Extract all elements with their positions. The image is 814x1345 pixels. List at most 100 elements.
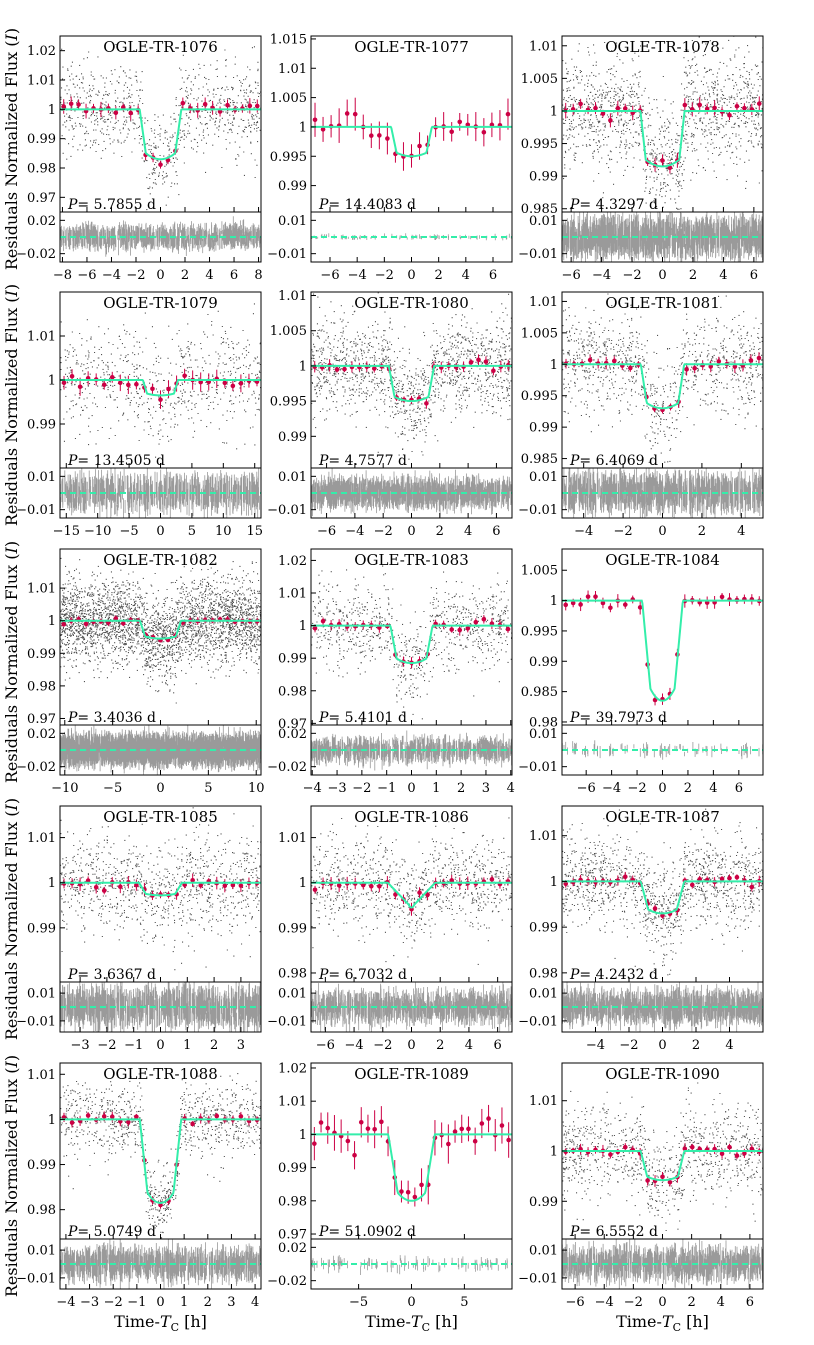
binned-point bbox=[742, 594, 747, 604]
binned-marker bbox=[312, 1141, 317, 1146]
binned-marker bbox=[372, 1126, 377, 1132]
period-value: = 3.6367 d bbox=[77, 967, 156, 983]
binned-point bbox=[128, 105, 134, 121]
residual-plot-area bbox=[562, 212, 763, 262]
x-tick-label: −4 bbox=[602, 781, 621, 796]
residual-error-bars bbox=[60, 1239, 261, 1289]
main-frame bbox=[561, 35, 764, 213]
binned-marker bbox=[399, 1189, 404, 1194]
y-tick-label: 1 bbox=[550, 104, 558, 119]
binned-marker bbox=[424, 401, 429, 406]
main-plot-area bbox=[562, 36, 763, 212]
y-tick-label: 0.985 bbox=[521, 452, 558, 467]
binned-marker bbox=[134, 381, 139, 387]
binned-marker bbox=[587, 357, 593, 363]
x-tick-label: −2 bbox=[126, 268, 145, 283]
binned-point bbox=[158, 390, 163, 409]
binned-point bbox=[318, 1112, 324, 1133]
x-tick-label: 0 bbox=[407, 1038, 415, 1053]
period-symbol: P bbox=[67, 1224, 78, 1240]
residual-error-bars bbox=[311, 468, 512, 517]
binned-point bbox=[446, 1124, 451, 1164]
main-plot-area bbox=[60, 1073, 261, 1239]
x-tick-label: −2 bbox=[375, 268, 394, 283]
binned-marker bbox=[472, 1138, 478, 1144]
x-tick-label: −2 bbox=[104, 1295, 123, 1310]
residual-plot-area bbox=[60, 216, 261, 257]
binned-marker bbox=[468, 359, 474, 365]
binned-point bbox=[472, 1127, 478, 1155]
binned-marker bbox=[479, 1121, 485, 1126]
transit-model-curve bbox=[562, 363, 763, 410]
period-label: P= 13.4505 d bbox=[67, 453, 165, 469]
y-tick-label: 0.99 bbox=[278, 921, 307, 936]
binned-point bbox=[660, 693, 665, 705]
binned-point bbox=[459, 1114, 465, 1143]
binned-marker bbox=[61, 104, 67, 109]
x-tick-label: 0 bbox=[658, 268, 666, 283]
binned-marker bbox=[734, 874, 740, 880]
residual-plot-area bbox=[311, 730, 512, 771]
raw-data-points bbox=[562, 1082, 763, 1232]
binned-marker bbox=[622, 874, 628, 880]
y-tick-label: 0.99 bbox=[27, 1158, 56, 1173]
binned-marker bbox=[405, 1189, 411, 1195]
y-tick-label: 0.99 bbox=[529, 1195, 558, 1210]
y-tick-label: 1 bbox=[550, 594, 558, 609]
residual-plot-area bbox=[311, 982, 512, 1032]
binned-marker bbox=[481, 617, 487, 622]
binned-point bbox=[486, 1104, 491, 1133]
binned-marker bbox=[682, 1146, 688, 1152]
main-plot-area bbox=[562, 808, 763, 976]
binned-marker bbox=[449, 627, 455, 632]
x-tick-label: 6 bbox=[489, 268, 497, 283]
binned-marker bbox=[660, 1174, 665, 1180]
x-tick-label: −5 bbox=[103, 781, 122, 796]
main-plot-area bbox=[311, 1104, 512, 1207]
res-y-tick-label: −0.02 bbox=[16, 760, 56, 775]
x-tick-label: −4 bbox=[344, 1038, 363, 1053]
x-tick-label: 3 bbox=[227, 1295, 235, 1310]
main-plot-area bbox=[311, 292, 512, 460]
binned-marker bbox=[452, 1129, 458, 1134]
main-frame bbox=[561, 805, 764, 983]
main-plot-area bbox=[311, 817, 512, 965]
x-tick-label: −4 bbox=[102, 268, 121, 283]
res-y-tick-label: 0.01 bbox=[529, 214, 558, 229]
binned-point bbox=[505, 98, 511, 130]
x-tick-label: 0 bbox=[156, 1038, 164, 1053]
binned-marker bbox=[85, 1113, 91, 1118]
x-tick-label: −2 bbox=[373, 1038, 392, 1053]
x-tick-label: −5 bbox=[349, 1295, 368, 1310]
binned-marker bbox=[61, 622, 67, 627]
binned-marker bbox=[61, 380, 67, 386]
y-axis-label: Residuals Normalized Flux (I) bbox=[2, 284, 21, 526]
binned-marker bbox=[320, 127, 326, 132]
period-value: = 6.7032 d bbox=[328, 967, 407, 983]
y-tick-label: 0.995 bbox=[521, 389, 558, 404]
binned-marker bbox=[113, 110, 119, 116]
x-tick-label: 4 bbox=[725, 1038, 733, 1053]
transit-model-curve bbox=[60, 1118, 261, 1204]
x-tick-label: 0 bbox=[407, 781, 415, 796]
panel-ogle-tr-1089: 1.02 1.01 1 0.99 0.98 0.970.02 −0.02 −5 0 5 OGLE-T… bbox=[267, 1061, 513, 1334]
binned-point bbox=[449, 874, 455, 886]
x-tick-label: 0 bbox=[407, 524, 415, 539]
period-symbol: P bbox=[569, 710, 580, 726]
res-y-tick-label: −0.01 bbox=[267, 1014, 307, 1029]
binned-marker bbox=[202, 101, 208, 107]
residual-plot-area bbox=[562, 982, 763, 1032]
x-tick-label: −5 bbox=[120, 524, 139, 539]
y-tick-label: 1 bbox=[48, 614, 56, 629]
binned-point bbox=[377, 121, 382, 150]
residual-error-bars bbox=[60, 982, 261, 1032]
binned-point bbox=[91, 103, 96, 113]
period-value: = 5.4101 d bbox=[328, 710, 407, 726]
binned-marker bbox=[719, 594, 725, 600]
panel-ogle-tr-1086: 1.01 1 0.99 0.98 0.01 −0.01 −6 −4 −2 0 2 4 6 OGLE-TR-… bbox=[267, 805, 513, 1053]
binned-point bbox=[734, 1152, 740, 1160]
binned-point bbox=[312, 1127, 317, 1161]
binned-marker bbox=[608, 605, 613, 611]
raw-data-points bbox=[60, 303, 261, 459]
x-tick-label: −2 bbox=[624, 1295, 643, 1310]
